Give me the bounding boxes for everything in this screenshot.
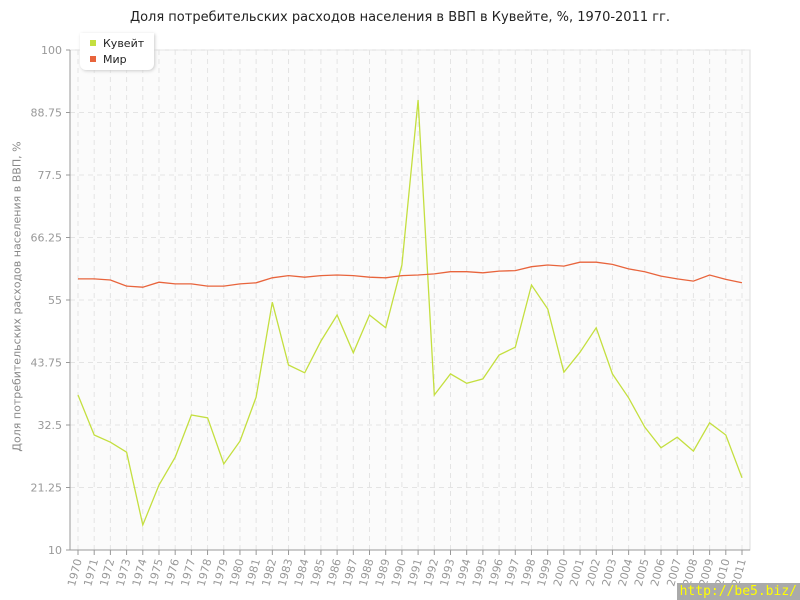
series-line-kuwait	[77, 99, 743, 528]
y-tick-label: 77.5	[38, 169, 63, 182]
legend-label: Мир	[103, 52, 127, 66]
y-tick-label: 43.75	[31, 357, 63, 370]
legend-item-world[interactable]: Мир	[90, 51, 144, 67]
y-tick-label: 55	[48, 294, 62, 307]
legend-label: Кувейт	[103, 36, 145, 50]
y-tick-label: 88.75	[31, 107, 63, 120]
watermark: http://be5.biz/	[676, 583, 800, 600]
y-tick-label: 66.25	[31, 232, 63, 245]
y-tick-label: 10	[48, 544, 62, 557]
y-tick-label: 100	[41, 44, 62, 57]
series-line-world	[78, 261, 743, 288]
legend: Кувейт Мир	[80, 33, 155, 70]
legend-item-kuwait[interactable]: Кувейт	[90, 35, 144, 51]
legend-swatch	[90, 56, 96, 62]
legend-swatch	[90, 40, 96, 46]
y-tick-label: 21.25	[31, 482, 63, 495]
chart-title: Доля потребительских расходов населения …	[129, 10, 671, 25]
y-tick-label: 32.5	[38, 419, 63, 432]
